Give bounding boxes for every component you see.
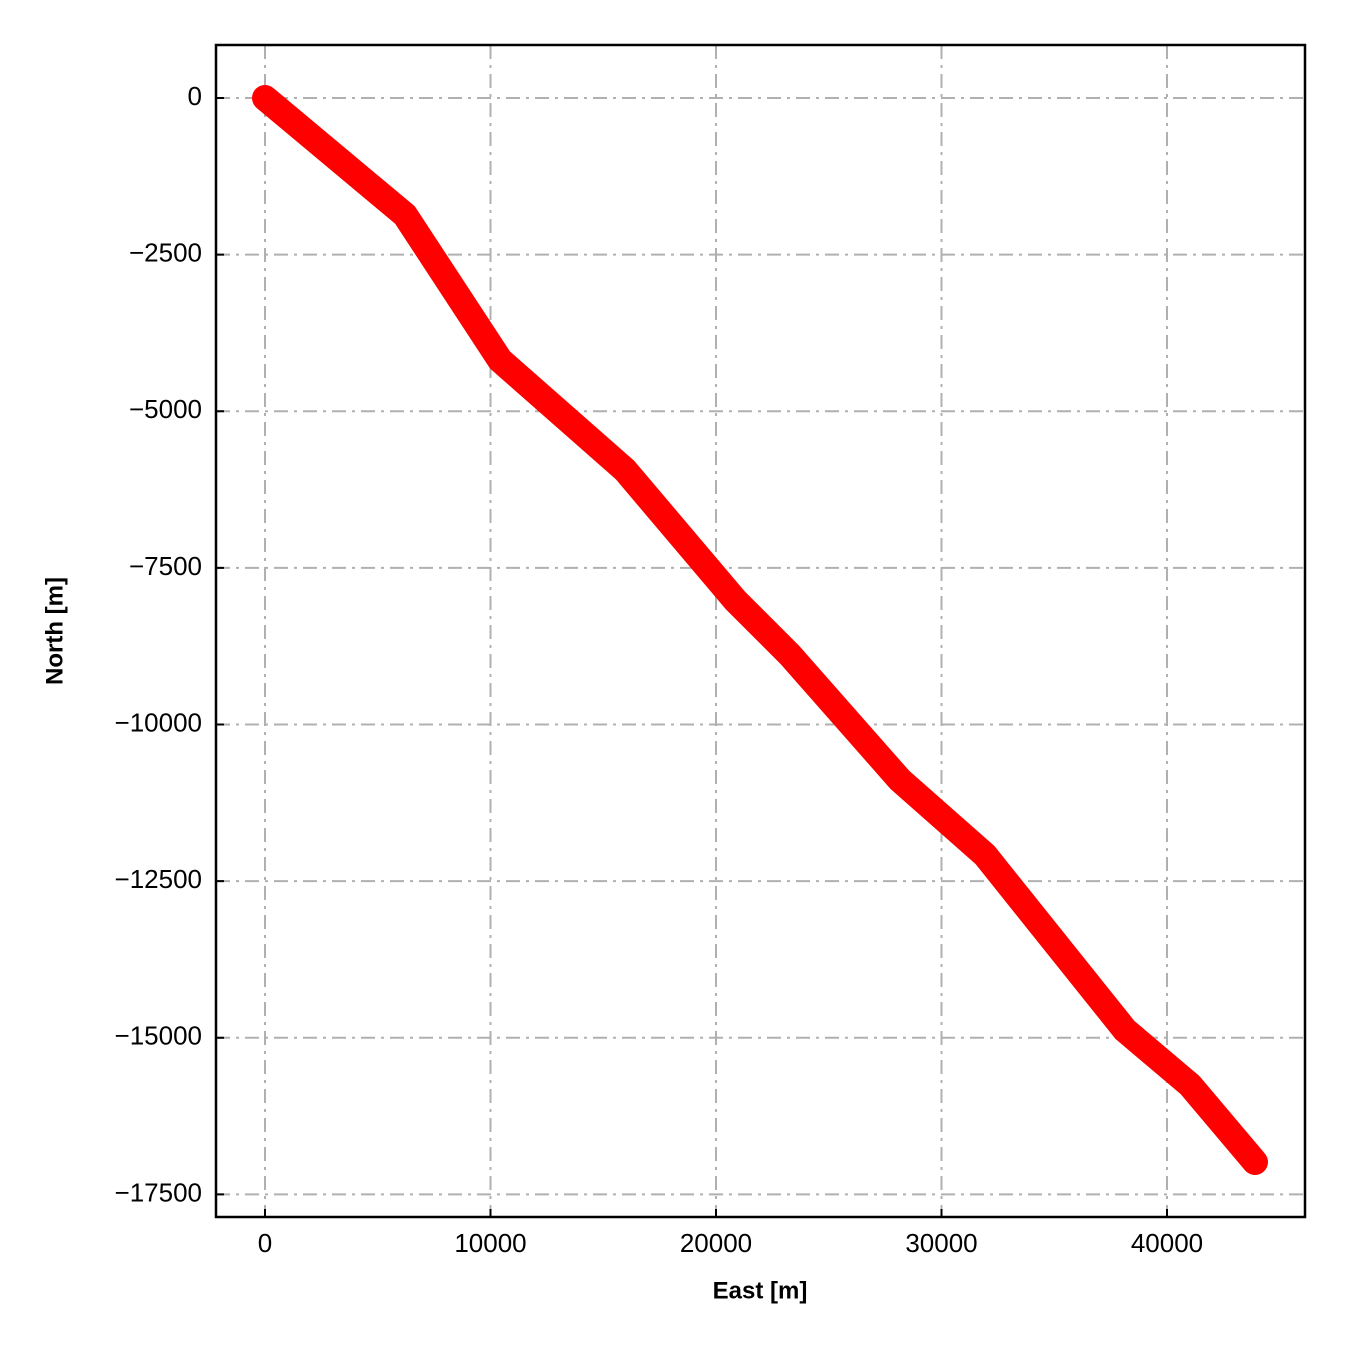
x-tick-label: 40000 [1131, 1228, 1203, 1258]
y-tick-label: −12500 [115, 864, 202, 894]
y-tick-label: −5000 [129, 394, 202, 424]
x-tick-label: 0 [258, 1228, 272, 1258]
x-tick-label: 30000 [905, 1228, 977, 1258]
trajectory-line [252, 85, 1268, 1175]
y-axis-title: North [m] [41, 577, 68, 685]
y-tick-label: −2500 [129, 238, 202, 268]
axes-frame [214, 43, 1307, 1219]
y-tick-label: −15000 [115, 1021, 202, 1051]
y-tick-label: −17500 [115, 1177, 202, 1207]
y-tick-label: 0 [188, 81, 202, 111]
x-tick-label: 20000 [680, 1228, 752, 1258]
plot-data [252, 85, 1268, 1175]
x-axis-title: East [m] [713, 1277, 808, 1304]
x-tick-label: 10000 [454, 1228, 526, 1258]
y-tick-label: −10000 [115, 707, 202, 737]
y-tick-label: −7500 [129, 551, 202, 581]
